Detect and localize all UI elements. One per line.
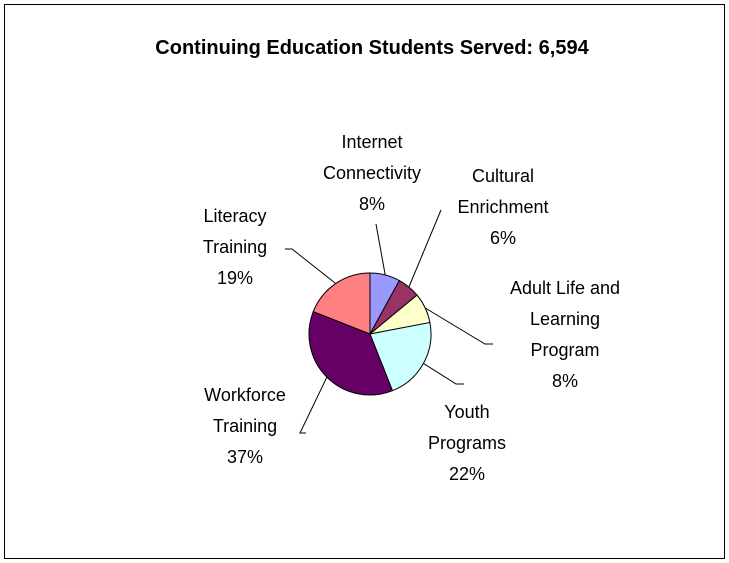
pie-slice xyxy=(369,321,432,392)
data-label-category: Training xyxy=(213,416,277,436)
data-label-percent: 8% xyxy=(552,371,578,391)
leader-line xyxy=(424,307,493,345)
data-labels: Internet Connectivity 8% Cultural Enrichment… xyxy=(203,132,620,484)
data-label-category: Programs xyxy=(428,433,506,453)
leader-lines xyxy=(285,209,493,434)
data-label-percent: 19% xyxy=(217,268,253,288)
data-label-category: Training xyxy=(203,237,267,257)
chart-title: Continuing Education Students Served: 6,… xyxy=(155,37,589,59)
data-label-category: Cultural xyxy=(472,166,534,186)
pie-slices xyxy=(308,272,432,396)
data-label-percent: 8% xyxy=(359,194,385,214)
data-label-category: Connectivity xyxy=(323,163,421,183)
data-label-percent: 22% xyxy=(449,464,485,484)
data-label-percent: 37% xyxy=(227,447,263,467)
data-label: Youth Programs 22% xyxy=(428,402,506,484)
data-label: Internet Connectivity 8% xyxy=(323,132,421,214)
data-label: Workforce Training 37% xyxy=(204,385,286,467)
pie-slice xyxy=(308,310,394,396)
data-label-category: Internet xyxy=(341,132,402,152)
data-label: Adult Life and Learning Program 8% xyxy=(510,278,620,391)
data-label-category: Program xyxy=(530,340,599,360)
leader-line xyxy=(375,223,386,275)
data-label-category: Workforce xyxy=(204,385,286,405)
data-label: Cultural Enrichment 6% xyxy=(457,166,548,248)
data-label-percent: 6% xyxy=(490,228,516,248)
data-label-category: Enrichment xyxy=(457,197,548,217)
leader-line xyxy=(408,209,442,288)
leader-line xyxy=(285,248,337,284)
data-label-category: Literacy xyxy=(203,206,266,226)
pie-slice xyxy=(312,272,371,335)
data-label-category: Youth xyxy=(444,402,489,422)
data-label: Literacy Training 19% xyxy=(203,206,267,288)
data-label-category: Learning xyxy=(530,309,600,329)
data-label-category: Adult Life and xyxy=(510,278,620,298)
leader-line xyxy=(299,376,328,434)
leader-line xyxy=(423,362,464,385)
